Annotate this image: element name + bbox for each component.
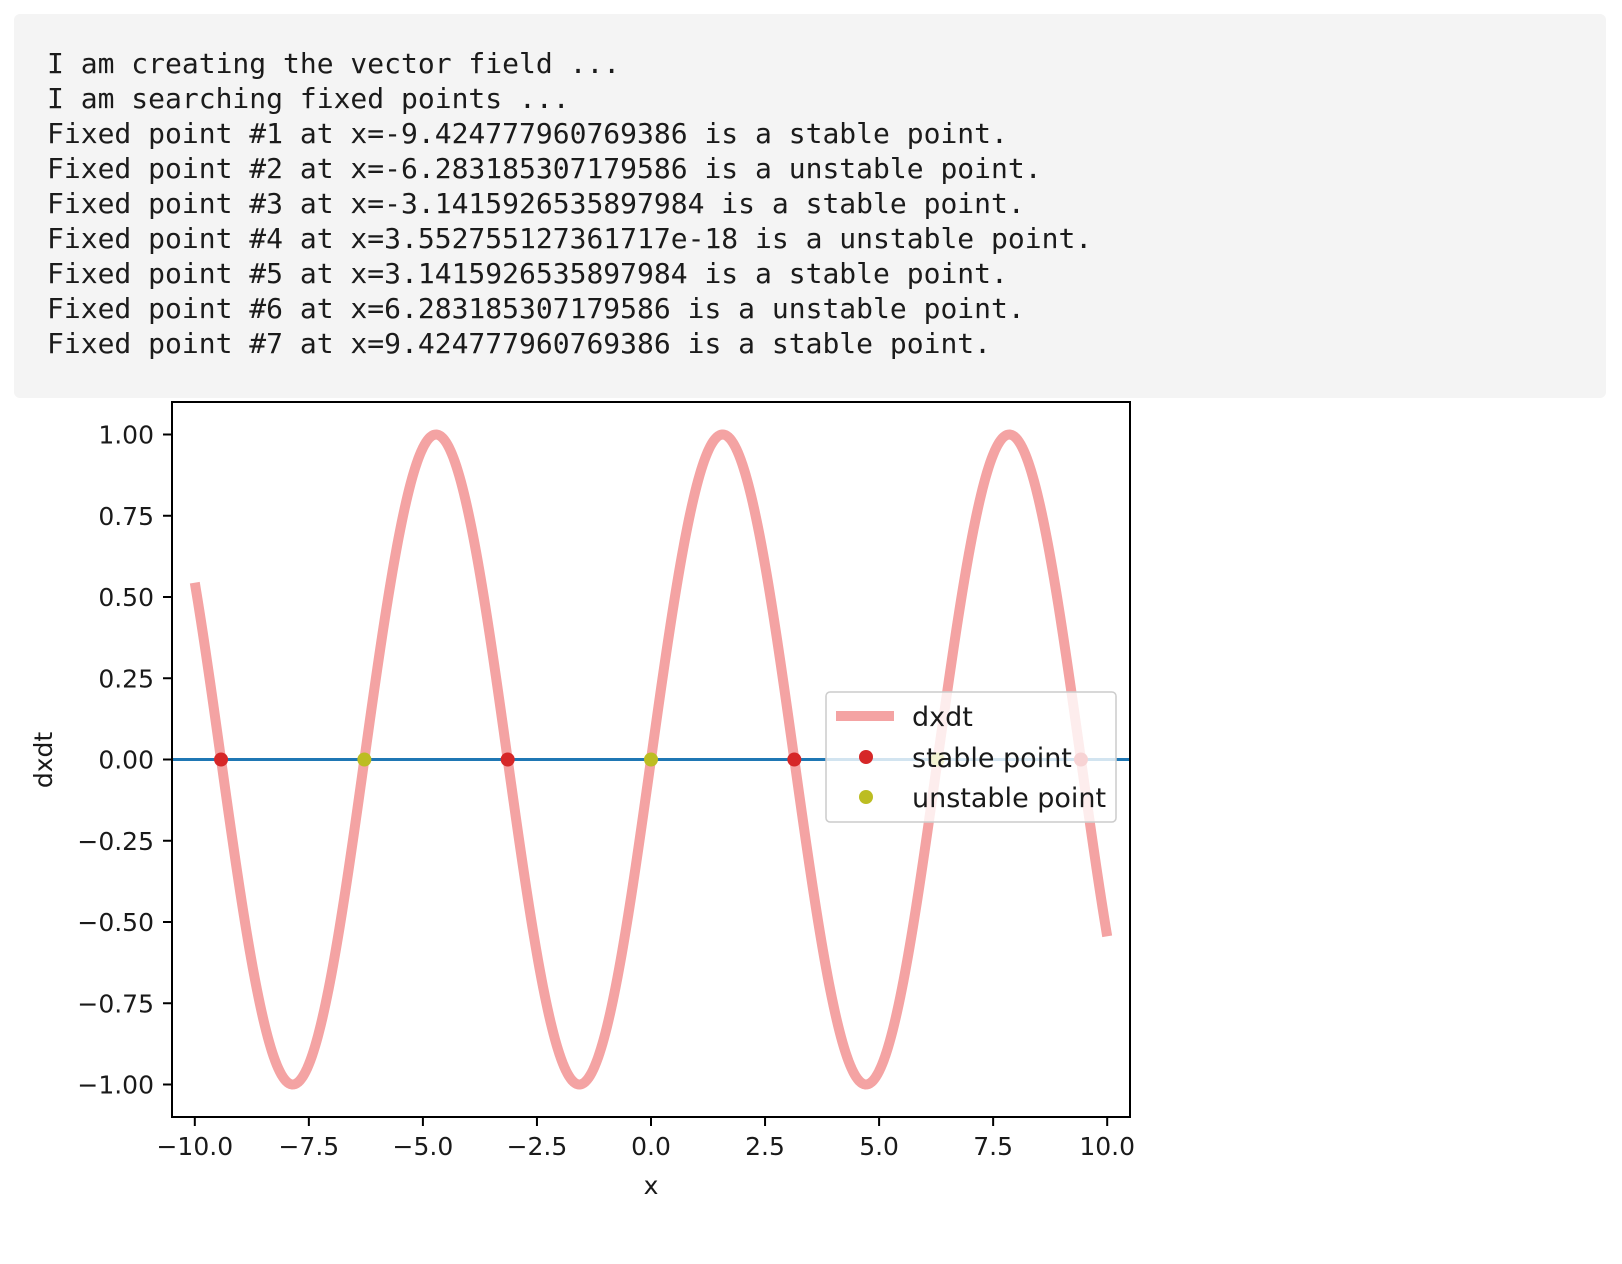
y-tick-label: 0.25 [98,664,154,693]
output-line: Fixed point #3 at x=-3.1415926535897984 … [47,187,1025,220]
unstable-point-marker [644,752,658,767]
x-axis-ticks: −10.0 −7.5 −5.0 −2.5 0.0 2.5 5.0 7.5 10.0 [156,1117,1135,1161]
output-line: Fixed point #7 at x=9.424777960769386 is… [47,327,992,360]
legend-box [825,691,1117,823]
y-tick-label: −0.50 [77,908,154,937]
x-tick-label: −7.5 [278,1132,339,1161]
y-tick-label: 1.00 [98,421,154,450]
output-line: I am searching fixed points ... [47,82,570,115]
x-tick-label: −5.0 [393,1132,454,1161]
chart: −10.0 −7.5 −5.0 −2.5 0.0 2.5 5.0 7.5 10.0 1.00 0.… [29,401,1135,1200]
unstable-point-marker [357,752,372,767]
x-axis-title: x [644,1171,659,1200]
output-line: Fixed point #4 at x=3.552755127361717e-1… [47,222,1093,255]
legend: dxdt stable point unstable point [825,691,1117,823]
x-tick-label: −10.0 [156,1132,233,1161]
y-tick-label: 0.00 [98,746,154,775]
stable-point-marker [500,752,515,767]
stable-point-marker [214,752,229,767]
y-tick-label: 0.50 [98,583,154,612]
x-tick-label: 10.0 [1079,1132,1135,1161]
legend-label-stable-point: stable point [912,743,1072,774]
legend-label-dxdt: dxdt [912,702,973,733]
legend-swatch-stable-point [859,750,873,764]
x-tick-label: 5.0 [859,1132,899,1161]
output-line: Fixed point #5 at x=3.1415926535897984 i… [47,257,1008,290]
legend-swatch-unstable-point [859,790,873,804]
output-line: Fixed point #6 at x=6.283185307179586 is… [47,292,1025,325]
y-axis-ticks: 1.00 0.75 0.50 0.25 0.00 −0.25 −0.50 −0.75 −1.00 [77,421,172,1100]
output-line: Fixed point #1 at x=-9.424777960769386 i… [47,117,1008,150]
y-axis-title: dxdt [29,732,58,789]
cell-output: I am creating the vector field ... I am s… [14,14,1606,398]
y-tick-label: −1.00 [77,1071,154,1100]
legend-label-unstable-point: unstable point [912,783,1106,814]
output-line: I am creating the vector field ... [47,47,621,80]
output-lines: I am creating the vector field ... I am s… [47,46,1092,361]
y-tick-label: −0.25 [77,827,154,856]
stable-point-marker [787,752,802,767]
x-tick-label: −2.5 [507,1132,568,1161]
x-tick-label: 2.5 [745,1132,785,1161]
x-tick-label: 7.5 [973,1132,1013,1161]
y-tick-label: −0.75 [77,989,154,1018]
output-line: Fixed point #2 at x=-6.283185307179586 i… [47,152,1042,185]
x-tick-label: 0.0 [631,1132,671,1161]
y-tick-label: 0.75 [98,502,154,531]
